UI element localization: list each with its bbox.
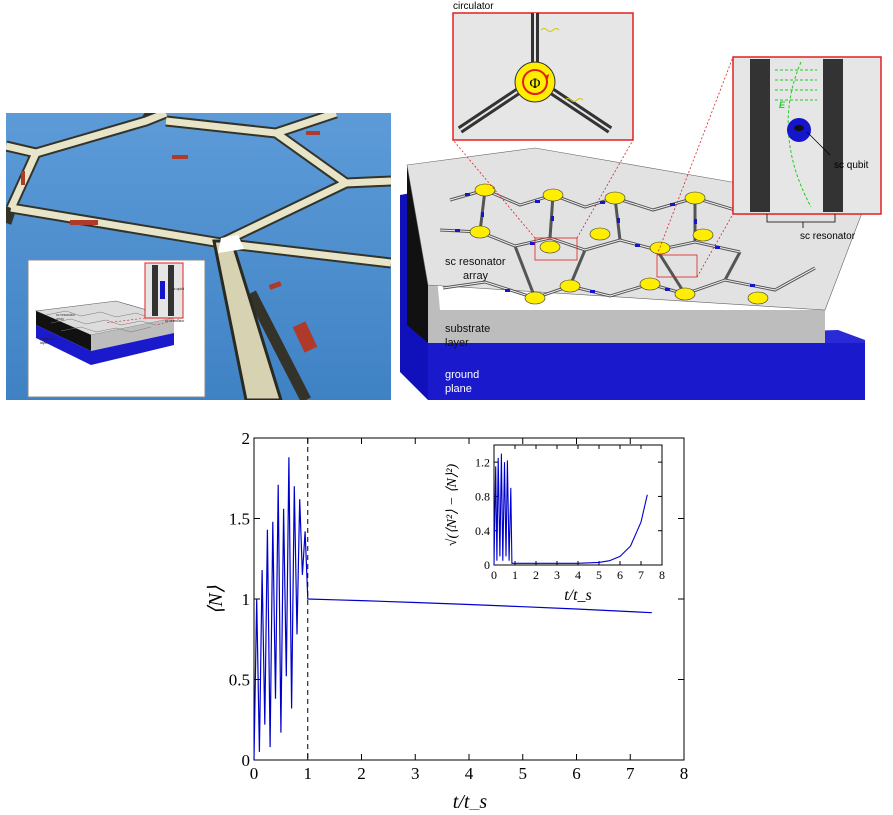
x-tick-label: 2 <box>533 568 539 582</box>
resonator-conductor-right <box>823 59 843 212</box>
circulator-callout-box <box>534 237 578 261</box>
inset-ticks: 0 1 2 3 4 5 6 7 8 0 0.4 0.8 1.2 <box>475 445 665 582</box>
resonator-label: sc resonator <box>800 231 856 242</box>
x-tick-label: 8 <box>659 568 665 582</box>
x-tick-label: 5 <box>519 764 528 783</box>
x-tick-label: 0 <box>250 764 259 783</box>
inset-ground-line2: plane <box>40 357 49 361</box>
x-tick-label: 1 <box>304 764 313 783</box>
resonator-pads <box>21 131 320 353</box>
resonator-bracket <box>766 214 836 223</box>
x-tick-label: 0 <box>491 568 497 582</box>
electric-field-lines <box>775 61 817 208</box>
inset-hex-lattice <box>45 310 157 333</box>
x-tick-label: 8 <box>680 764 689 783</box>
resonator-callout-box <box>656 254 698 278</box>
x-tick-label: 3 <box>411 764 420 783</box>
main-ticks: 0 1 2 3 4 5 6 7 8 0 0.5 1 1.5 2 <box>229 429 689 783</box>
circulator-core <box>514 61 556 103</box>
ground-label-line2: plane <box>445 383 472 395</box>
y-tick-label: 0.8 <box>475 490 490 504</box>
photon-number-chart: 0 1 2 3 4 5 6 7 800.511.52 t/t_s ⟨N⟩ 0 1 2 3 4 5 6 7 800… <box>205 429 689 813</box>
x-tick-label: 3 <box>554 568 560 582</box>
substrate-label-line2: layer <box>445 337 469 349</box>
ground-plane-face <box>428 343 865 400</box>
field-label: E <box>779 100 786 110</box>
inset-resonator-label: sc resonator <box>165 319 185 323</box>
waveguide-strips <box>0 107 392 403</box>
y-tick-label: 0 <box>484 558 490 572</box>
inset-array-line1: sc resonator <box>56 313 76 317</box>
x-tick-label: 7 <box>638 568 644 582</box>
inset-device-figure <box>27 259 206 398</box>
y-tick-label: 1.2 <box>475 455 490 469</box>
device-schematic: Φ circulator E sc qubit sc resonator sc … <box>400 1 882 400</box>
photon-fluctuation-line <box>493 453 648 566</box>
x-tick-label: 7 <box>626 764 635 783</box>
callout-leaders <box>452 56 734 278</box>
y-tick-label: 0 <box>242 751 251 770</box>
resonator-conductor-left <box>750 59 770 212</box>
y-tick-label: 0.5 <box>229 670 250 689</box>
x-tick-label: 1 <box>512 568 518 582</box>
y-tick-label: 1 <box>242 590 251 609</box>
x-axis-label: t/t_s <box>453 791 488 810</box>
y-tick-label: 1.5 <box>229 509 250 528</box>
array-label-line1: sc resonator <box>445 256 506 268</box>
circulator-nodes <box>469 183 769 305</box>
inset-substrate-line1: substrate <box>40 337 54 341</box>
substrate-front <box>428 180 825 343</box>
circulator-label: circulator <box>453 1 494 12</box>
ground-label-line1: ground <box>445 369 479 381</box>
inset-axes-frame <box>493 444 663 566</box>
x-tick-label: 2 <box>357 764 366 783</box>
x-tick-label: 6 <box>617 568 623 582</box>
array-label-line2: array <box>463 270 489 282</box>
x-tick-label: 4 <box>465 764 474 783</box>
rendering-panel: sc resonator array substrate layer groun… <box>0 107 392 403</box>
qubit-leader <box>806 131 831 156</box>
inset-y-axis-label: √(⟨N²⟩ − ⟨N⟩²) <box>445 463 460 546</box>
inset-x-axis-label: t/t_s <box>564 587 592 604</box>
y-axis-label: ⟨N⟩ <box>205 585 227 614</box>
inset-qubit-label: sc qubit <box>172 287 184 291</box>
mean-photon-number-line <box>253 457 652 761</box>
x-tick-label: 6 <box>572 764 581 783</box>
phi-symbol: Φ <box>530 76 541 92</box>
rendering-illustration: sc resonator array substrate layer groun… <box>0 107 392 403</box>
inset-ground-line1: ground <box>40 353 51 357</box>
inset-substrate-line2: layer <box>40 341 48 345</box>
substrate-label-line1: substrate <box>445 323 490 335</box>
qubit-markers <box>455 193 755 293</box>
x-tick-label: 5 <box>596 568 602 582</box>
y-tick-label: 0.4 <box>475 524 490 538</box>
circulation-arrow <box>522 69 548 95</box>
x-tick-label: 4 <box>575 568 581 582</box>
device-schematic-panel: Φ circulator E sc qubit sc resonator sc … <box>395 0 893 410</box>
inset-array-line2: array <box>56 317 64 321</box>
qubit-label: sc qubit <box>834 160 869 171</box>
y-tick-label: 2 <box>242 429 251 448</box>
flux-coils <box>540 28 584 102</box>
